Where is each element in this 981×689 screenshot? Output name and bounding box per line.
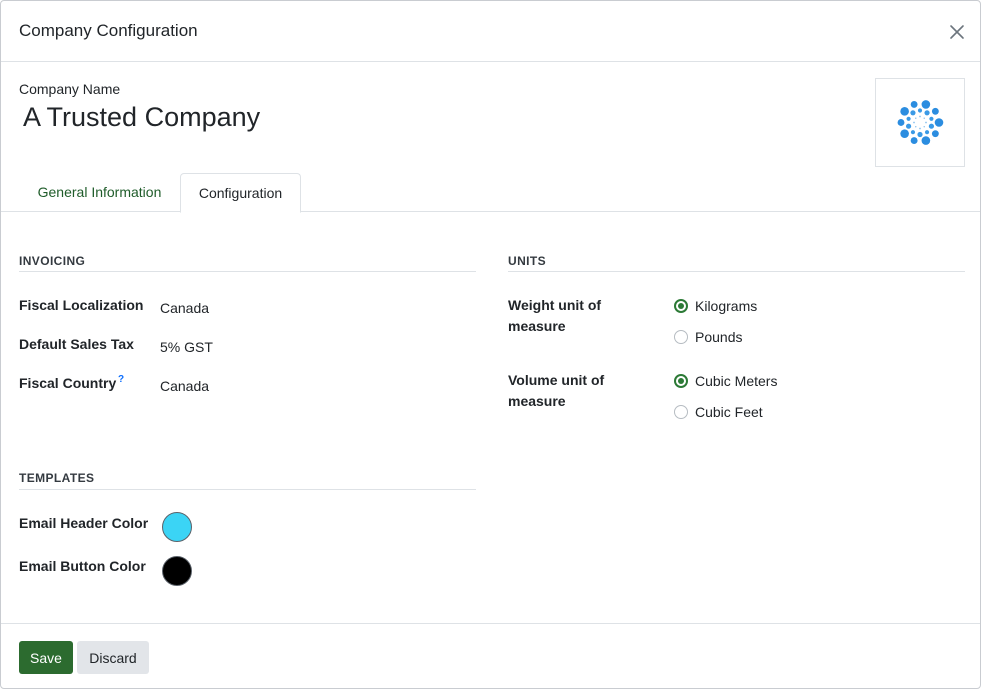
default-sales-tax-value[interactable]: 5% GST <box>160 339 213 355</box>
logo-dot <box>923 126 925 128</box>
company-logo-icon <box>897 100 944 145</box>
logo-dot <box>931 130 939 138</box>
logo-dot <box>917 131 923 138</box>
tab-configuration[interactable]: Configuration <box>180 173 301 213</box>
weight-pounds-label[interactable]: Pounds <box>695 329 743 345</box>
weight-kilograms-radio[interactable] <box>674 299 688 313</box>
tab-general-information[interactable]: General Information <box>37 184 162 200</box>
weight-pounds-radio[interactable] <box>674 330 688 344</box>
modal-title: Company Configuration <box>19 21 198 40</box>
volume-cubic-meters-radio[interactable] <box>674 374 688 388</box>
save-button[interactable]: Save <box>19 641 73 674</box>
invoicing-section-title: INVOICING <box>19 254 86 268</box>
logo-dot <box>929 116 934 121</box>
units-divider <box>508 271 965 272</box>
logo-dot <box>910 110 916 116</box>
volume-unit-label: Volume unit of measure <box>508 372 605 409</box>
templates-section-title: TEMPLATES <box>19 471 95 485</box>
weight-kilograms-label[interactable]: Kilograms <box>695 298 758 314</box>
volume-cubic-meters-label[interactable]: Cubic Meters <box>695 373 778 389</box>
logo-dot <box>925 121 927 124</box>
email-button-color-label: Email Button Color <box>19 558 146 574</box>
email-button-color-swatch[interactable] <box>162 556 192 586</box>
logo-dot <box>921 100 931 109</box>
modal-footer: Save Discard <box>1 623 980 688</box>
logo-dot <box>924 130 930 135</box>
logo-dot <box>910 100 918 108</box>
logo-dot <box>917 108 923 113</box>
default-sales-tax-label: Default Sales Tax <box>19 336 134 352</box>
help-tooltip-icon[interactable]: ? <box>118 374 125 385</box>
logo-dot <box>900 107 909 116</box>
fiscal-localization-value[interactable]: Canada <box>160 300 210 316</box>
logo-dot <box>919 115 921 118</box>
logo-dot <box>921 136 931 145</box>
company-name-value[interactable]: A Trusted Company <box>23 102 261 132</box>
logo-dot <box>900 129 909 138</box>
tab-bar: General Information Configuration <box>1 173 980 213</box>
logo-dot <box>910 130 916 135</box>
modal-header: Company Configuration <box>1 1 980 62</box>
logo-dot <box>931 107 939 115</box>
logo-dot <box>910 137 918 145</box>
company-name-label: Company Name <box>19 81 121 97</box>
invoicing-divider <box>19 271 476 272</box>
logo-dot <box>919 127 921 130</box>
logo-dot <box>897 119 905 126</box>
volume-cubic-feet-radio[interactable] <box>674 405 688 419</box>
volume-cubic-feet-label[interactable]: Cubic Feet <box>695 404 763 420</box>
email-header-color-swatch[interactable] <box>162 512 192 542</box>
discard-button[interactable]: Discard <box>77 641 149 674</box>
logo-dot <box>924 110 930 116</box>
units-section-title: UNITS <box>508 254 546 268</box>
fiscal-country-value[interactable]: Canada <box>160 378 210 394</box>
logo-dot <box>915 126 917 128</box>
logo-dot <box>906 116 911 121</box>
logo-dot <box>913 121 915 124</box>
close-icon[interactable] <box>947 22 967 42</box>
fiscal-country-label: Fiscal Country <box>19 375 117 391</box>
logo-dot <box>928 123 935 129</box>
fiscal-localization-label: Fiscal Localization <box>19 297 144 313</box>
templates-divider <box>19 489 476 490</box>
logo-dot <box>915 117 917 119</box>
logo-dot <box>934 118 944 127</box>
logo-dot <box>923 117 925 119</box>
weight-unit-label: Weight unit of measure <box>508 297 602 334</box>
email-header-color-label: Email Header Color <box>19 515 149 531</box>
logo-dot <box>905 123 912 129</box>
company-logo-field[interactable] <box>875 78 965 167</box>
